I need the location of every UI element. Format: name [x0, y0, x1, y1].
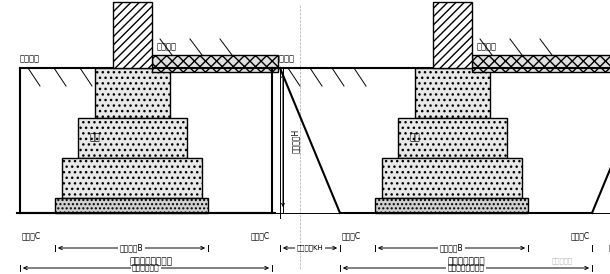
Text: 建筑大家园: 建筑大家园 [551, 257, 573, 264]
Polygon shape [113, 2, 152, 68]
Text: 基础宽度B: 基础宽度B [440, 244, 464, 253]
Text: 基础: 基础 [410, 133, 421, 142]
Text: 基础宽度B: 基础宽度B [120, 244, 143, 253]
Text: 放坡宽度KH: 放坡宽度KH [296, 245, 323, 251]
Text: 室外地坪: 室外地坪 [20, 54, 40, 63]
Polygon shape [382, 158, 522, 198]
Text: 工作面C: 工作面C [22, 231, 41, 240]
Polygon shape [415, 68, 490, 118]
Polygon shape [433, 2, 472, 68]
Text: 放坡的基槽断面: 放坡的基槽断面 [447, 257, 485, 266]
Text: 室外地坪: 室外地坪 [275, 54, 295, 63]
Polygon shape [62, 158, 202, 198]
Text: 工作面C: 工作面C [251, 231, 270, 240]
Text: 不放坡的基槽断面: 不放坡的基槽断面 [129, 257, 173, 266]
Polygon shape [55, 198, 208, 213]
Text: 工作面C: 工作面C [342, 231, 361, 240]
Text: 基槽基底开挖宽度: 基槽基底开挖宽度 [448, 264, 484, 273]
Text: 基槽开挖宽度: 基槽开挖宽度 [132, 264, 160, 273]
Polygon shape [78, 118, 187, 158]
Polygon shape [95, 68, 170, 118]
Text: 开挖深度H: 开挖深度H [291, 129, 300, 153]
Polygon shape [398, 118, 507, 158]
Text: 基础: 基础 [90, 133, 101, 142]
Text: 工作面C: 工作面C [571, 231, 590, 240]
Text: 室内地坪: 室内地坪 [157, 42, 177, 51]
Polygon shape [152, 55, 278, 72]
Text: 放坡宽度KH: 放坡宽度KH [609, 245, 610, 251]
Polygon shape [375, 198, 528, 213]
Polygon shape [472, 55, 610, 72]
Text: 室内地坪: 室内地坪 [477, 42, 497, 51]
